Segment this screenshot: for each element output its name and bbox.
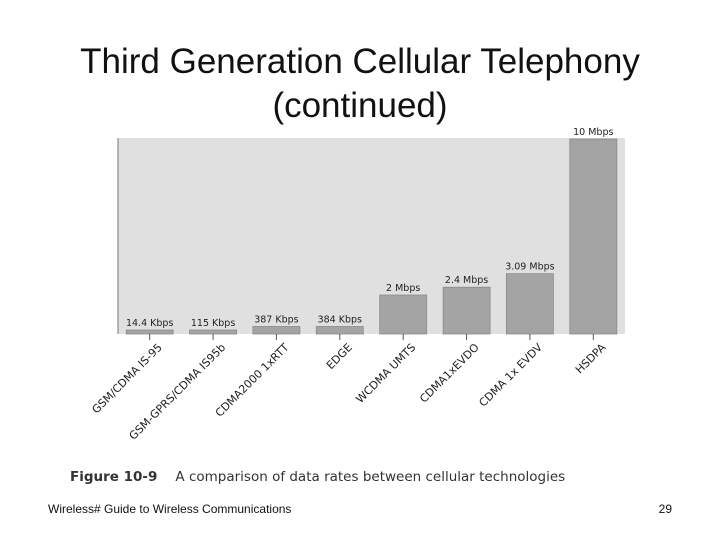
bars-group xyxy=(125,138,618,335)
category-label-cdma-1x-evdv: CDMA 1x EVDV xyxy=(476,341,545,410)
bar-cdma-1x-evdv xyxy=(505,273,554,335)
bar-cdma1xevdo xyxy=(442,286,491,335)
page-number: 29 xyxy=(658,502,672,516)
footer-text: Wireless# Guide to Wireless Communicatio… xyxy=(48,502,292,516)
category-label-hsdpa: HSDPA xyxy=(573,341,609,377)
figure-caption: Figure 10-9 A comparison of data rates be… xyxy=(70,469,565,485)
data-label-hsdpa: 10 Mbps xyxy=(573,127,613,138)
data-label-cdma-1x-evdv: 3.09 Mbps xyxy=(505,262,554,273)
figure-number: Figure 10-9 xyxy=(70,469,158,485)
bar-edge xyxy=(315,326,364,335)
bar-hsdpa xyxy=(569,138,618,335)
x-ticks-group xyxy=(149,334,594,340)
data-label-cdma1xevdo: 2.4 Mbps xyxy=(445,275,488,286)
data-rate-bar-chart: 14.4 Kbps 115 Kbps 387 Kbps 384 Kbps 2 Mbps 2… xyxy=(89,127,625,443)
data-labels-group: 14.4 Kbps 115 Kbps 387 Kbps 384 Kbps 2 Mbps 2… xyxy=(126,127,614,329)
data-label-gsm-gprs-cdma-is95b: 115 Kbps xyxy=(191,318,235,329)
data-label-gsm-cdma-is-95: 14.4 Kbps xyxy=(126,318,173,329)
category-label-edge: EDGE xyxy=(324,341,355,372)
slide-title: Third Generation Cellular Telephony (con… xyxy=(40,40,680,128)
category-label-wcdma-umts: WCDMA UMTS xyxy=(353,341,418,406)
data-label-cdma2000-1xrtt: 387 Kbps xyxy=(254,315,298,326)
category-label-cdma1xevdo: CDMA1xEVDO xyxy=(417,341,482,406)
bar-gsm-cdma-is-95 xyxy=(125,329,174,335)
category-label-gsm-cdma-is-95: GSM/CDMA IS-95 xyxy=(89,341,164,416)
slide-title-line-2: (continued) xyxy=(272,86,448,125)
data-label-edge: 384 Kbps xyxy=(318,315,362,326)
slide-title-line-1: Third Generation Cellular Telephony xyxy=(80,42,640,81)
data-label-wcdma-umts: 2 Mbps xyxy=(386,283,420,294)
bar-gsm-gprs-cdma-is95b xyxy=(189,329,238,335)
bar-cdma2000-1xrtt xyxy=(252,326,301,335)
figure-caption-text: A comparison of data rates between cellu… xyxy=(175,469,566,485)
bar-wcdma-umts xyxy=(379,294,428,335)
